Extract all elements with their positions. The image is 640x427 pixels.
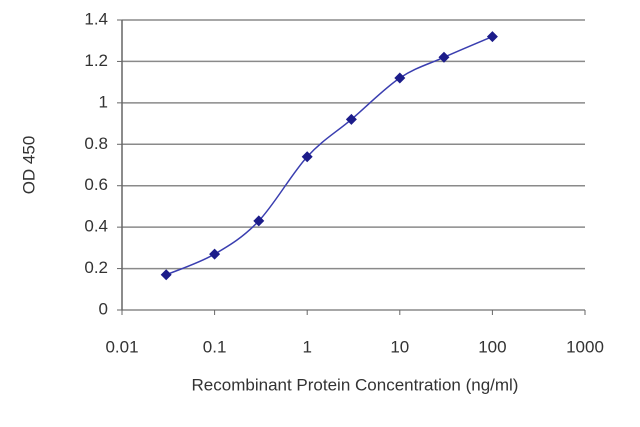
y-tick-label: 0.6: [84, 175, 108, 194]
y-tick-label: 0.2: [84, 258, 108, 277]
data-point: [486, 31, 498, 43]
x-tick-label: 0.01: [105, 337, 138, 356]
data-point: [301, 151, 313, 163]
y-axis-label: OD 450: [19, 136, 38, 195]
y-tick-label: 1.2: [84, 51, 108, 70]
y-tick-label: 1.4: [84, 9, 108, 28]
y-tick-label: 1: [99, 92, 108, 111]
x-tick-label: 10: [390, 337, 409, 356]
data-line: [165, 35, 493, 276]
data-point: [160, 269, 172, 281]
x-axis-label: Recombinant Protein Concentration (ng/ml…: [192, 375, 519, 394]
x-tick-label: 1: [302, 337, 311, 356]
data-point: [394, 72, 406, 84]
x-tick-label: 1000: [566, 337, 604, 356]
y-tick-label: 0.4: [84, 217, 108, 236]
y-tick-label: 0.8: [84, 134, 108, 153]
y-tick-label: 0: [99, 299, 108, 318]
data-point: [345, 113, 357, 125]
x-tick-label: 100: [478, 337, 506, 356]
data-point: [209, 248, 221, 260]
x-tick-label: 0.1: [203, 337, 227, 356]
data-point: [438, 51, 450, 63]
data-point: [253, 215, 265, 227]
